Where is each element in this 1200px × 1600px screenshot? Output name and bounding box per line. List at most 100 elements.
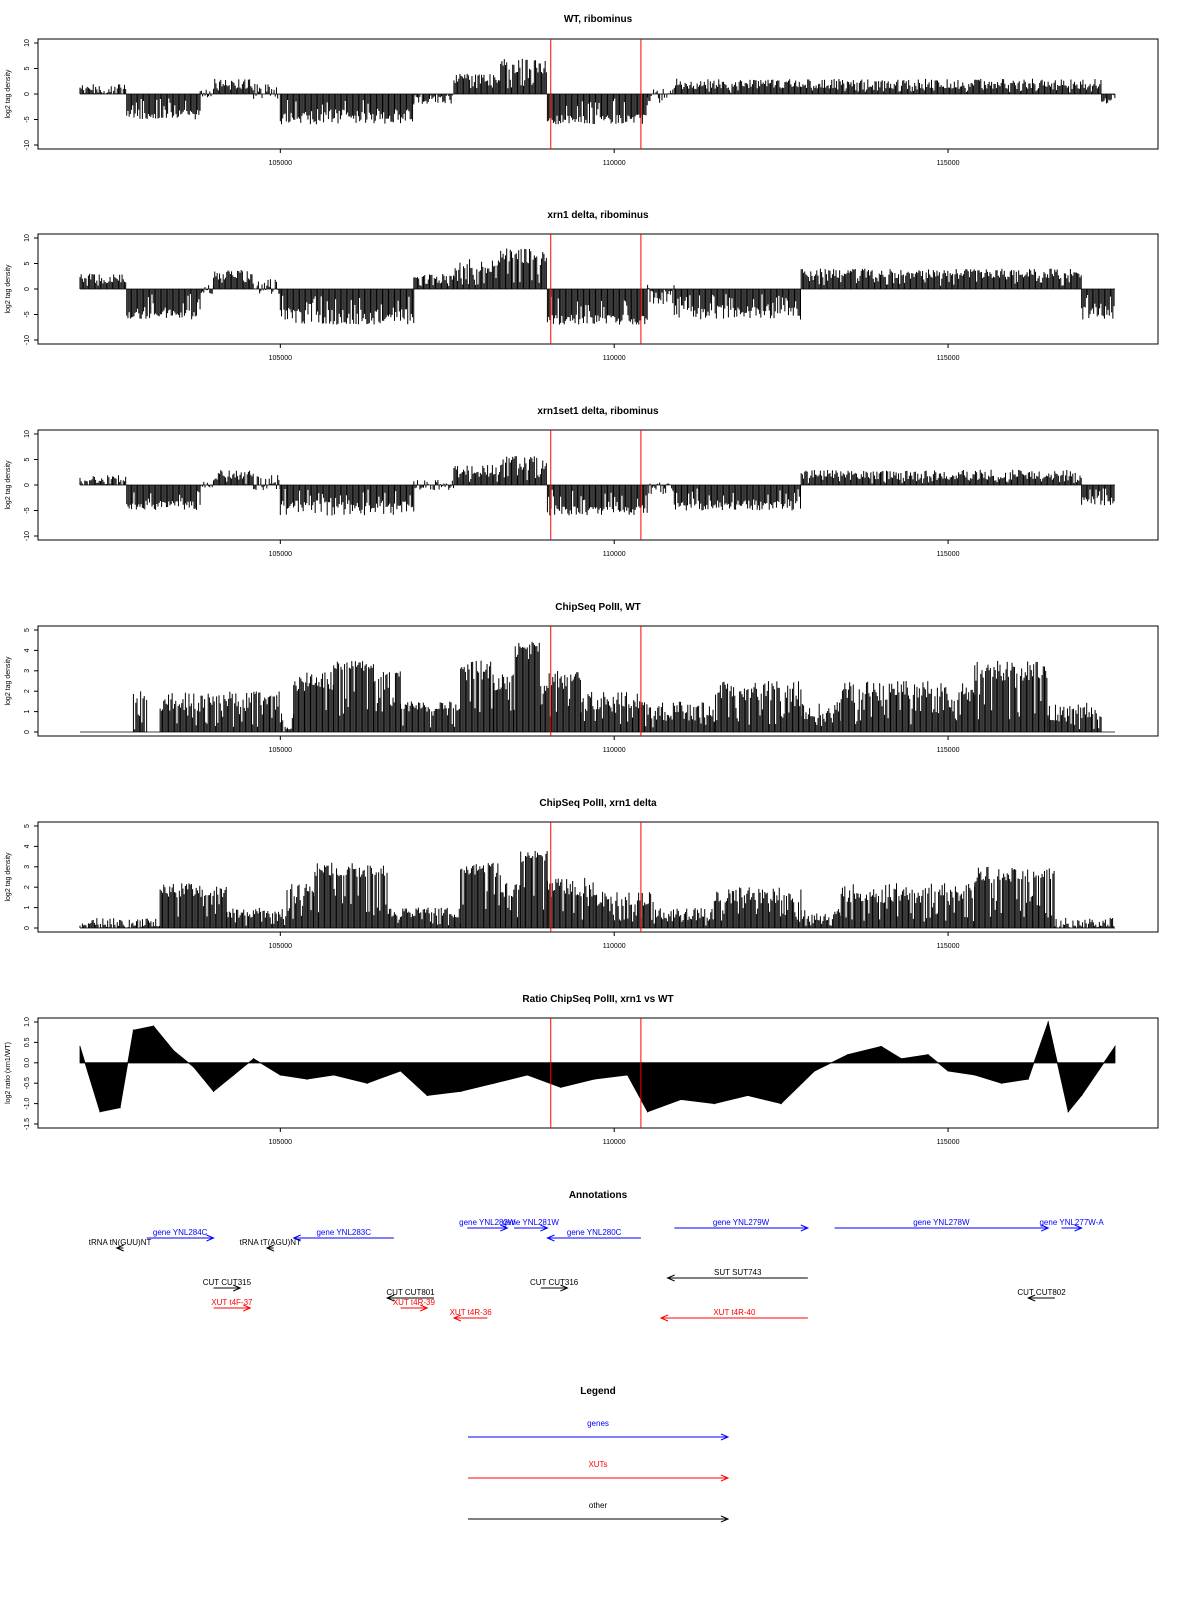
annotation-label: XUT t4R-36 [450,1308,493,1317]
y-tick-label: 1 [24,906,31,910]
ratio-point [900,1058,902,1060]
annotation-label: gene YNL284C [153,1228,208,1237]
annotation-arrowhead [452,1314,462,1322]
legend: Legend genes XUTs other [468,1386,730,1523]
segment-13 [1081,485,1115,506]
x-tick-label: 115000 [937,551,960,558]
y-axis-label: log2 ratio (xrn1/WT) [5,1042,12,1104]
x-tick-label: 115000 [937,747,960,754]
y-tick-label: -5 [24,116,31,122]
annotation-arrowhead [233,1284,242,1292]
x-tick-label: 110000 [603,943,626,950]
ratio-point [426,1094,428,1097]
panel-chipseq-polii-xrn1: ChipSeq PolII, xrn1 delta log2 tag densi… [5,798,1159,950]
ratio-point [212,1090,215,1092]
annotation-label: gene YNL277W-A [1039,1218,1104,1227]
segment-14 [840,883,976,928]
legend-entry-genes: genes [468,1419,730,1441]
panel-title: xrn1 delta, ribominus [547,210,649,221]
y-tick-label: 3 [24,865,31,869]
y-axis-label: log2 tag density [5,656,12,706]
ratio-point [152,1025,155,1027]
ratio-point [560,1086,562,1088]
ratio-point [847,1054,849,1056]
segment-3 [213,269,254,289]
annotation-label: gene YNL282W [459,1218,516,1227]
annotation-arrowhead [292,1234,301,1242]
legend-arrowhead [720,1515,730,1523]
segment-6 [413,274,455,289]
plot-frame [37,1017,1159,1129]
ratio-point [974,1074,976,1076]
annotation-arrowhead [206,1234,215,1242]
y-axis-label: log2 tag density [5,264,12,314]
x-tick-label: 110000 [603,551,626,558]
ratio-point [172,1049,175,1052]
y-tick-label: 3 [24,669,31,673]
segment-12 [800,268,1082,289]
ratio-point [1067,1111,1069,1113]
annotation-cut-cut801: CUT CUT801 [385,1288,435,1302]
ratio-point [306,1078,308,1080]
annotation-label: CUT CUT802 [1017,1288,1066,1297]
ratio-point [927,1054,929,1056]
annotation-arrowhead [1026,1294,1036,1302]
segment-12 [713,887,802,928]
ratio-point [192,1066,195,1068]
x-tick-label: 105000 [269,551,292,558]
annotation-arrowhead [500,1224,509,1232]
ratio-point [780,1103,782,1105]
annotation-label: tRNA tT(AGU)NT [240,1238,301,1247]
segment-10 [493,674,514,732]
ratio-point [947,1070,949,1072]
x-tick-label: 115000 [937,355,960,362]
ratio-point [526,1074,528,1076]
ratio-point [713,1103,715,1105]
segment-15 [713,681,802,732]
ratio-point [880,1045,882,1048]
segment-17 [840,681,976,732]
segment-5 [279,289,415,325]
y-axis-label: log2 tag density [5,69,12,119]
annotation-arrowhead [1041,1224,1050,1232]
y-tick-label: 0 [24,926,31,930]
segment-2 [226,907,287,928]
ratio-point [460,1090,462,1092]
annotation-arrowhead [115,1244,124,1252]
segment-5 [279,485,415,516]
annotation-cut-cut802: CUT CUT802 [1017,1288,1066,1302]
panel-xrn1set1-delta-ribominus: xrn1set1 delta, ribominus log2 tag densi… [5,406,1159,558]
y-tick-label: 5 [24,261,31,265]
annotation-gene-ynl282w: gene YNL282W [459,1218,516,1232]
y-tick-label: 5 [24,628,31,632]
segment-7 [453,259,501,289]
annotation-arrowhead [546,1234,555,1242]
ratio-point [366,1082,368,1084]
ratio-point [813,1070,816,1072]
segment-11 [673,485,801,511]
annotation-arrowhead [243,1304,252,1312]
panel-title: ChipSeq PolII, WT [555,602,641,613]
y-tick-label: 0 [24,287,31,291]
annotation-trna-tt-agu-nt: tRNA tT(AGU)NT [240,1238,301,1252]
segment-19 [1047,702,1102,732]
segment-2 [199,285,214,294]
y-tick-label: 1.0 [24,1017,31,1027]
annotation-label: XUT t4R-40 [713,1308,756,1317]
segment-13 [1081,289,1115,320]
ratio-point [232,1074,235,1076]
segment-12 [1101,94,1116,104]
annotation-arrowhead [265,1244,275,1252]
y-tick-label: 0 [24,92,31,96]
y-tick-label: 10 [24,39,31,47]
legend-arrowhead [720,1474,730,1482]
annotation-label: CUT CUT315 [203,1278,252,1287]
y-tick-label: -5 [24,311,31,317]
segment-0 [79,84,127,94]
y-tick-label: 5 [24,457,31,461]
x-tick-label: 115000 [937,160,960,167]
ratio-point [119,1107,121,1109]
legend-label: other [589,1501,608,1510]
segment-4 [313,862,388,928]
